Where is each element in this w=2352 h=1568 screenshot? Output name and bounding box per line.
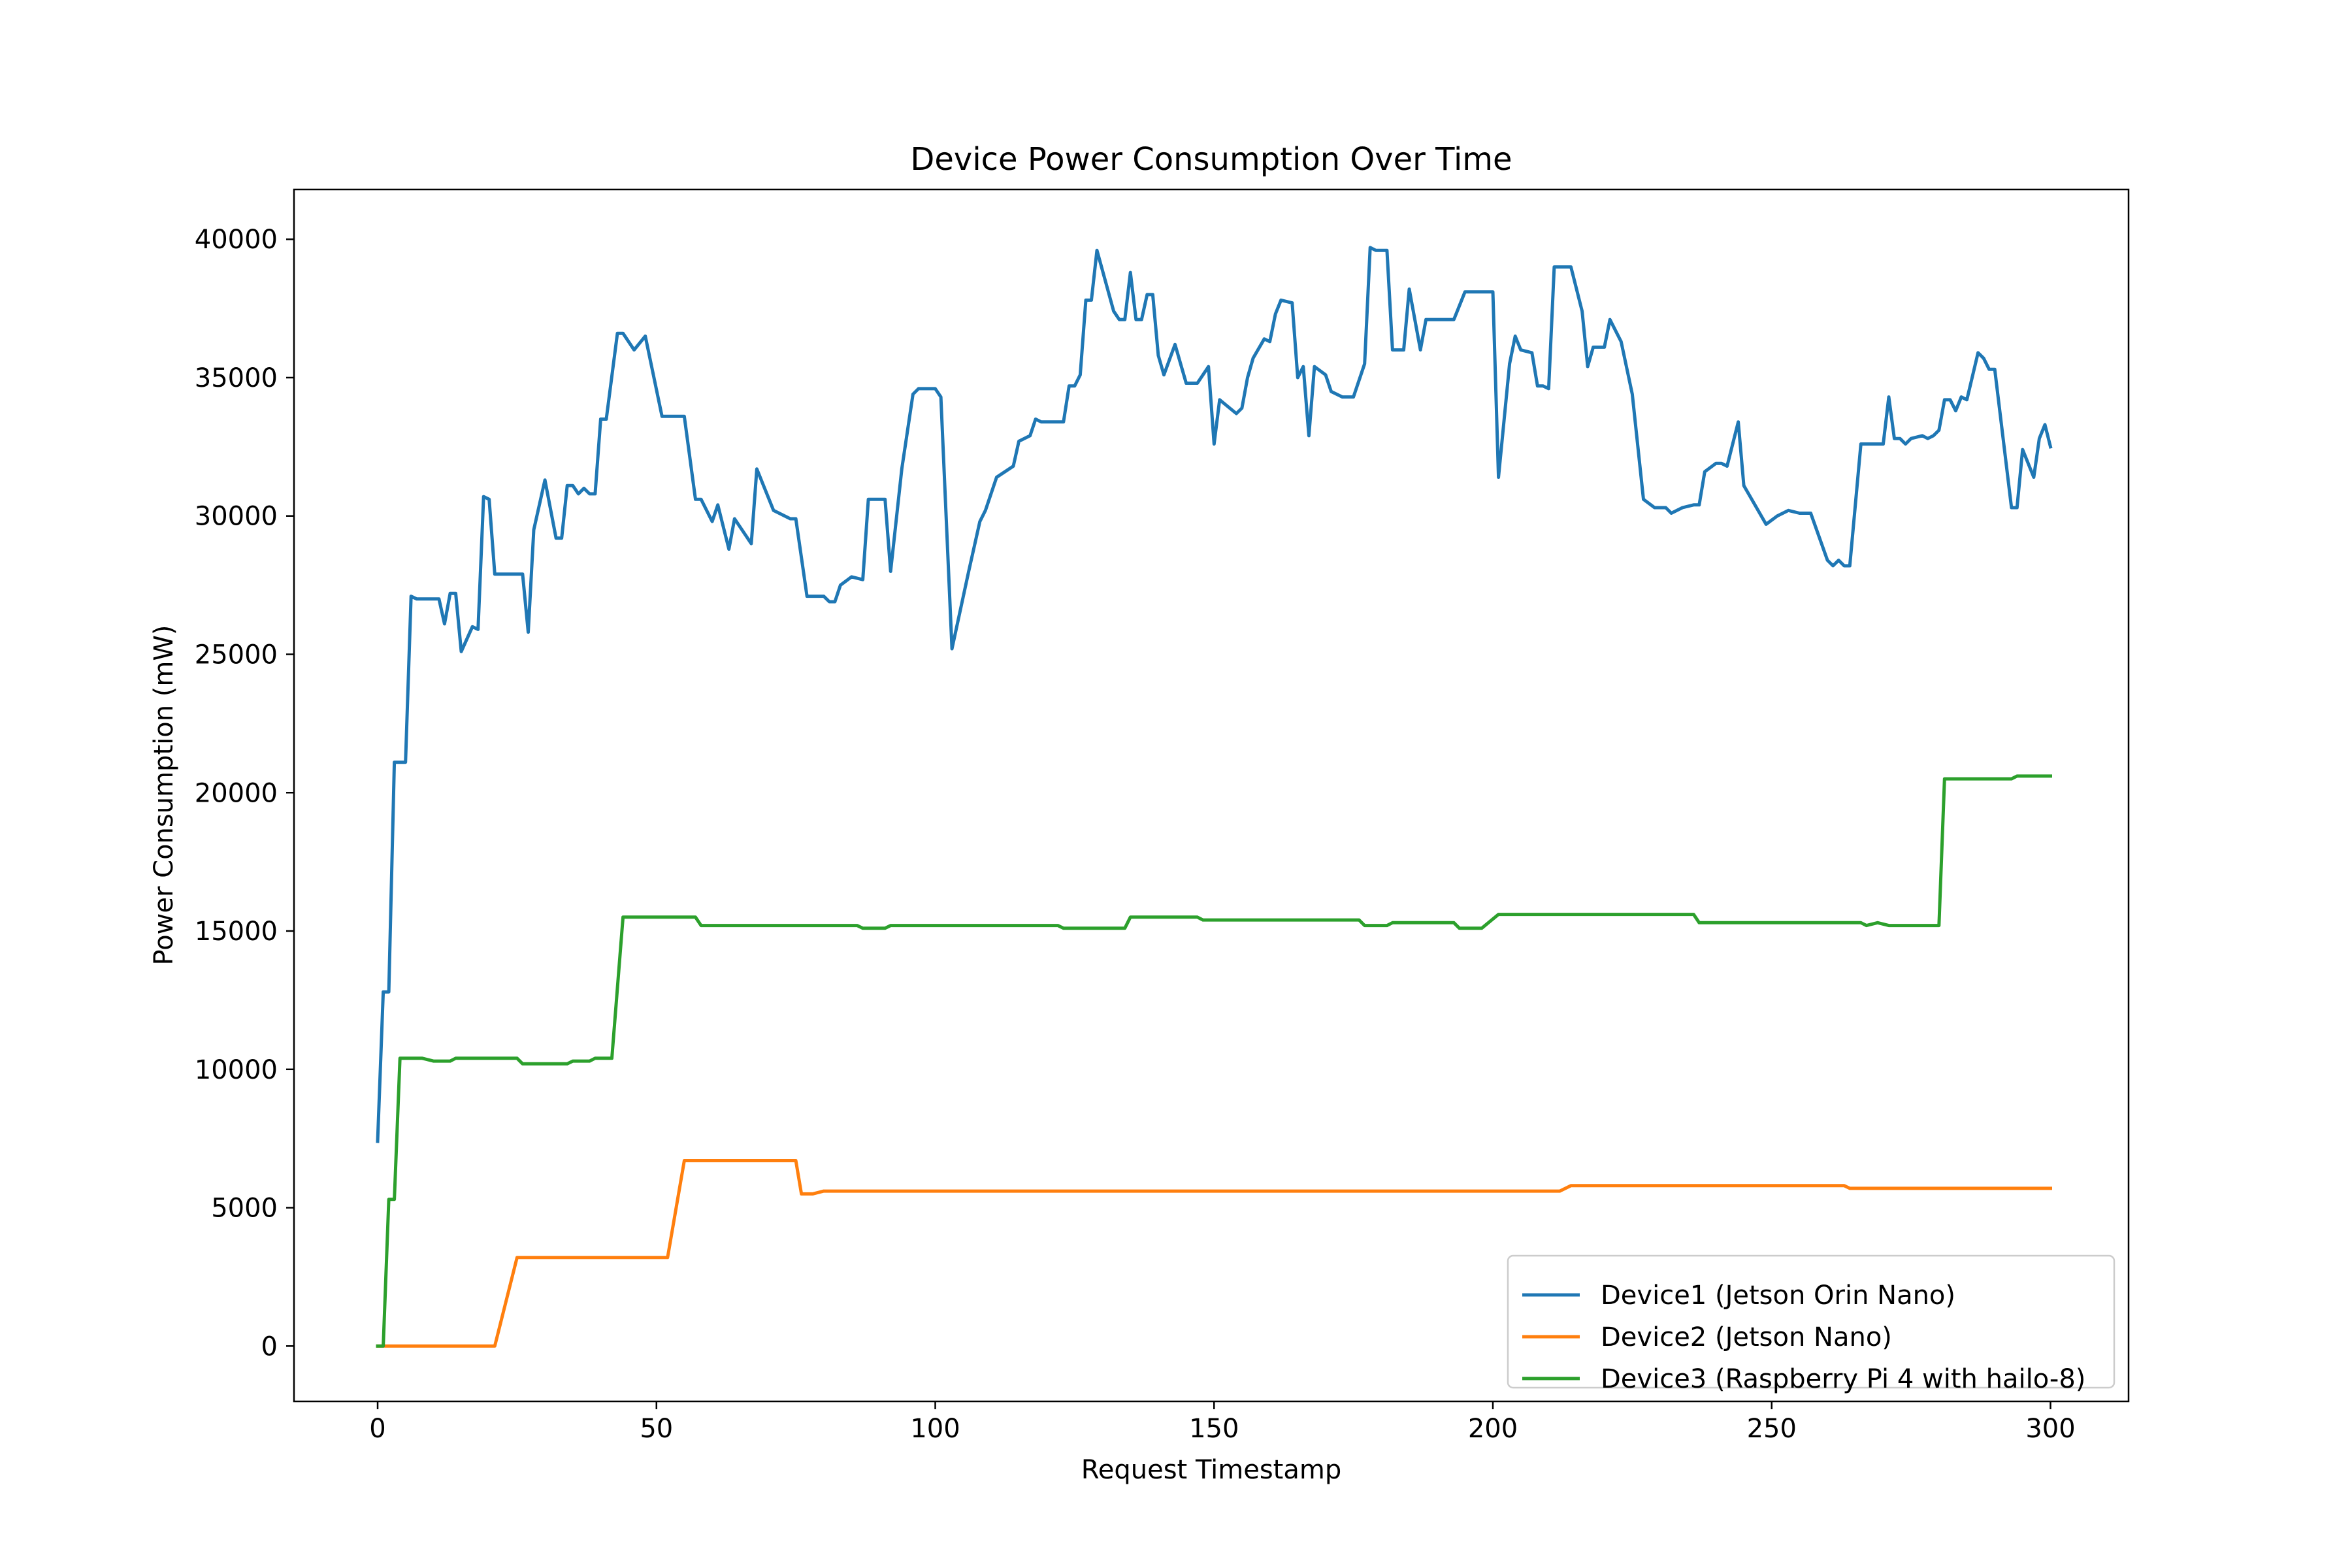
x-tick-label: 50 xyxy=(640,1414,673,1444)
legend-label-device1: Device1 (Jetson Orin Nano) xyxy=(1601,1281,1955,1311)
y-tick-label: 30000 xyxy=(195,502,278,532)
y-tick-label: 5000 xyxy=(211,1194,278,1224)
x-axis-title: Request Timestamp xyxy=(1081,1455,1341,1485)
y-tick-label: 10000 xyxy=(195,1055,278,1085)
series-layer xyxy=(376,246,2053,1348)
y-tick-label: 35000 xyxy=(195,363,278,393)
series-line-device1 xyxy=(376,246,2053,1143)
legend: Device1 (Jetson Orin Nano) Device2 (Jetso… xyxy=(1507,1254,2115,1394)
x-tick-label: 300 xyxy=(2025,1414,2075,1444)
series-line-device2 xyxy=(376,1159,2052,1348)
y-axis-ticks: 0 5000 10000 15000 20000 25000 30000 35000 40000 xyxy=(195,225,294,1362)
x-axis-ticks: 0 50 100 150 200 250 300 xyxy=(369,1401,2076,1444)
x-tick-label: 150 xyxy=(1189,1414,1239,1444)
x-tick-label: 250 xyxy=(1747,1414,1797,1444)
legend-label-device3: Device3 (Raspberry Pi 4 with hailo-8) xyxy=(1601,1364,2085,1394)
series-line-device3 xyxy=(376,774,2052,1348)
legend-frame xyxy=(1507,1254,2115,1389)
x-tick-label: 100 xyxy=(910,1414,960,1444)
chart-title: Device Power Consumption Over Time xyxy=(910,141,1512,178)
x-tick-label: 0 xyxy=(369,1414,385,1444)
y-tick-label: 40000 xyxy=(195,225,278,255)
y-tick-label: 20000 xyxy=(195,778,278,808)
y-tick-label: 15000 xyxy=(195,917,278,947)
y-tick-label: 25000 xyxy=(195,640,278,670)
y-axis-title: Power Consumption (mW) xyxy=(149,625,179,965)
y-tick-label: 0 xyxy=(261,1331,278,1362)
legend-label-device2: Device2 (Jetson Nano) xyxy=(1601,1322,1892,1352)
x-tick-label: 200 xyxy=(1468,1414,1518,1444)
plot-area-frame xyxy=(293,188,2130,1403)
